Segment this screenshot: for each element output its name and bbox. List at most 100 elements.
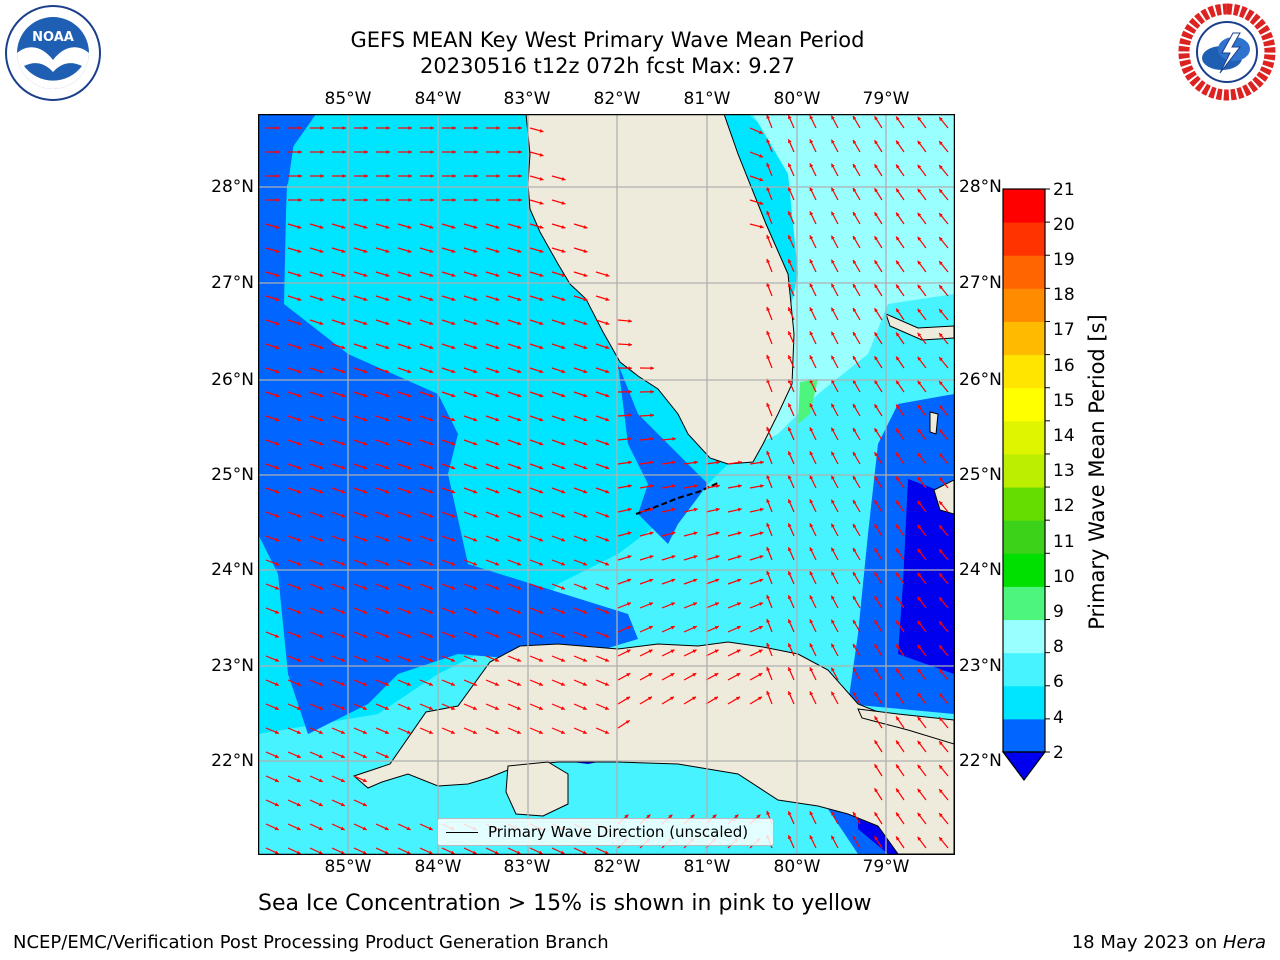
wave-direction-arrowhead <box>407 537 412 542</box>
wave-direction-arrowhead <box>275 610 279 614</box>
wave-direction-arrowhead <box>831 187 835 192</box>
sea-ice-note: Sea Ice Concentration > 15% is shown in … <box>258 891 872 916</box>
wave-direction-arrowhead <box>384 682 389 686</box>
wave-direction-arrowhead <box>917 260 922 265</box>
noaa-logo-icon: NOAA <box>5 5 101 101</box>
wave-direction-arrowhead <box>451 321 456 325</box>
colorbar-tick-label: 2 <box>1053 743 1064 763</box>
wave-direction-arrowhead <box>874 596 878 601</box>
wave-direction-arrowhead <box>298 126 302 130</box>
lon-tick-bottom: 79°W <box>862 857 910 877</box>
wave-direction-arrowhead <box>604 706 609 710</box>
wave-direction-arrowhead <box>692 626 697 630</box>
wave-direction-arrowhead <box>429 634 433 638</box>
wave-direction-arrowhead <box>472 730 477 734</box>
wave-direction-arrowhead <box>276 150 280 154</box>
wave-direction-arrowhead <box>939 165 943 170</box>
wave-direction-arrowhead <box>583 297 588 301</box>
wave-direction-arrowhead <box>450 706 455 710</box>
wave-direction-arrowhead <box>451 369 456 374</box>
wave-direction-arrowhead <box>517 586 521 590</box>
wave-direction-arrowhead <box>896 836 900 841</box>
wave-direction-arrowhead <box>320 174 324 178</box>
wave-direction-arrowhead <box>386 174 390 178</box>
wave-direction-arrowhead <box>693 578 698 583</box>
wave-direction-arrowhead <box>452 198 456 202</box>
wave-direction-arrowhead <box>517 225 522 229</box>
wave-direction-arrowhead <box>342 150 346 154</box>
wave-direction-arrowhead <box>628 413 632 418</box>
wave-direction-arrowhead <box>896 332 900 337</box>
wave-direction-arrowhead <box>760 484 764 488</box>
wave-direction-arrowhead <box>364 174 368 178</box>
wave-direction-arrowhead <box>788 835 792 840</box>
wave-direction-arrowhead <box>896 116 900 121</box>
wave-direction-arrowhead <box>385 489 390 494</box>
wave-direction-arrowhead <box>939 765 943 770</box>
wave-direction-arrowhead <box>561 489 566 494</box>
wave-direction-arrowhead <box>451 273 456 277</box>
wave-direction-arrowhead <box>939 357 943 362</box>
wave-direction-arrowhead <box>451 345 456 350</box>
colorbar-tick-label: 18 <box>1053 285 1075 305</box>
wave-direction-arrowhead <box>495 369 500 374</box>
wave-direction-arrowhead <box>831 451 835 456</box>
wave-direction-arrowhead <box>429 249 434 253</box>
wave-direction-arrowhead <box>428 706 433 710</box>
colorbar-tick-label: 13 <box>1053 461 1075 481</box>
wave-direction-arrowhead <box>896 140 900 145</box>
lon-tick-top: 82°W <box>593 89 641 109</box>
colorbar-tick-label: 10 <box>1053 567 1075 587</box>
wave-direction-arrowhead <box>766 163 770 167</box>
wave-direction-arrowhead <box>406 826 411 831</box>
wave-direction-arrowhead <box>341 369 346 374</box>
wave-direction-arrowhead <box>874 356 878 361</box>
wave-direction-arrowhead <box>809 523 814 528</box>
wave-direction-arrowhead <box>473 610 477 614</box>
wave-direction-arrowhead <box>297 225 302 229</box>
wave-direction-arrowhead <box>319 586 323 590</box>
wave-direction-arrowhead <box>473 345 478 350</box>
wave-direction-arrowhead <box>650 389 654 394</box>
wave-direction-arrowhead <box>363 537 368 542</box>
wave-direction-arrowhead <box>788 139 792 144</box>
wave-direction-arrowhead <box>896 380 900 385</box>
wave-direction-arrowhead <box>451 441 456 446</box>
wave-direction-arrowhead <box>407 465 412 470</box>
colorbar-label: Primary Wave Mean Period [s] <box>1085 314 1109 630</box>
wave-direction-arrowhead <box>917 500 922 505</box>
wave-direction-arrowhead <box>363 369 368 374</box>
wave-direction-arrowhead <box>363 225 368 229</box>
wave-direction-arrowhead <box>917 644 922 649</box>
wave-direction-arrowhead <box>896 476 900 481</box>
wave-direction-arrowhead <box>428 826 433 831</box>
wave-direction-arrowhead <box>896 404 900 409</box>
wave-direction-arrowhead <box>788 547 792 552</box>
wave-direction-arrowhead <box>296 730 301 734</box>
wave-direction-arrowhead <box>518 126 522 130</box>
wave-direction-arrowhead <box>605 345 610 350</box>
lat-tick-left: 27°N <box>211 273 254 293</box>
wave-period-map <box>258 114 955 855</box>
wave-direction-arrowhead <box>809 619 814 624</box>
lat-tick-left: 23°N <box>211 656 254 676</box>
wave-direction-arrowhead <box>385 634 389 638</box>
wave-direction-arrowhead <box>628 319 632 323</box>
wave-direction-arrowhead <box>831 115 835 120</box>
wave-direction-arrowhead <box>939 189 943 194</box>
wave-direction-arrowhead <box>874 140 878 145</box>
wave-direction-arrowhead <box>275 537 280 542</box>
wave-direction-arrowhead <box>539 586 543 590</box>
wave-direction-arrowhead <box>583 393 588 398</box>
florida-keys <box>635 481 721 515</box>
wave-direction-arrowhead <box>407 393 412 398</box>
colorbar-tick-label: 8 <box>1053 637 1064 657</box>
wave-direction-arrowhead <box>473 321 478 325</box>
wave-direction-arrowhead <box>319 345 324 350</box>
wave-direction-arrowhead <box>649 578 654 583</box>
wave-direction-arrowhead <box>561 586 565 590</box>
wave-direction-arrowhead <box>736 696 740 701</box>
wave-direction-arrowhead <box>874 764 878 769</box>
wave-direction-arrowhead <box>788 619 792 624</box>
wave-direction-arrowhead <box>318 850 323 854</box>
